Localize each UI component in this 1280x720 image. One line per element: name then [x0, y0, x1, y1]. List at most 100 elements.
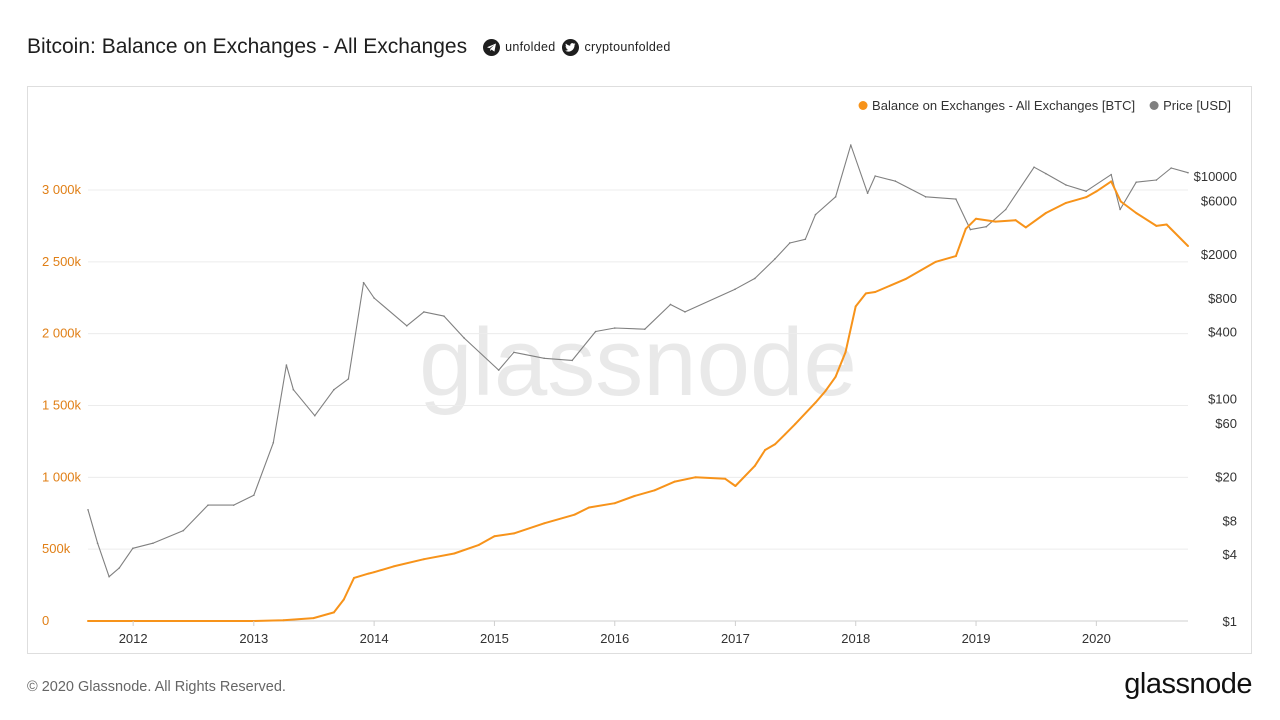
- x-axis-tick-label: 2016: [600, 631, 629, 646]
- x-axis-tick-label: 2019: [962, 631, 991, 646]
- legend-label-price: Price [USD]: [1163, 98, 1231, 113]
- watermark: glassnode: [419, 309, 857, 416]
- right-axis-tick-label: $1: [1223, 614, 1237, 629]
- x-axis-tick-label: 2020: [1082, 631, 1111, 646]
- balance-series: [87, 180, 1189, 622]
- price-point: [613, 327, 616, 329]
- price-point: [643, 328, 646, 330]
- left-axis-tick-label: 1 500k: [42, 398, 82, 413]
- balance-line: [88, 180, 1189, 622]
- price-point: [253, 494, 255, 497]
- x-axis-tick-label: 2017: [721, 631, 750, 646]
- price-point: [182, 529, 185, 532]
- balance-point: [1065, 201, 1068, 204]
- price-point: [866, 192, 869, 195]
- legend-marker-price[interactable]: [1149, 101, 1159, 110]
- right-axis-tick-label: $20: [1215, 469, 1237, 484]
- balance-point: [784, 433, 787, 436]
- balance-point: [975, 217, 978, 220]
- balance-point: [453, 552, 456, 555]
- balance-point: [1085, 196, 1088, 199]
- price-point: [313, 414, 316, 417]
- balance-point: [1095, 190, 1098, 193]
- balance-point: [753, 464, 756, 467]
- balance-point: [588, 506, 591, 509]
- price-point: [108, 575, 110, 578]
- price-point: [594, 330, 597, 333]
- balance-point: [182, 620, 185, 622]
- price-point: [969, 228, 972, 231]
- price-point: [1045, 172, 1047, 175]
- chart-panel: [27, 86, 1252, 654]
- price-point: [118, 567, 121, 569]
- header: Bitcoin: Balance on Exchanges - All Exch…: [27, 30, 678, 64]
- balance-point: [1024, 226, 1027, 229]
- legend-marker-balance[interactable]: [858, 101, 868, 110]
- price-point: [497, 369, 500, 371]
- left-axis-tick-label: 3 000k: [42, 182, 82, 197]
- price-point: [894, 180, 897, 182]
- price-point: [1187, 171, 1189, 174]
- legend-label-balance: Balance on Exchanges - All Exchanges [BT…: [872, 98, 1135, 113]
- legend: Price [USD] Balance on Exchanges - All Ex…: [858, 98, 1231, 113]
- x-axis-tick-label: 2013: [239, 631, 268, 646]
- price-point: [405, 325, 408, 327]
- balance-point: [1014, 219, 1017, 222]
- balance-point: [724, 477, 727, 480]
- balance-point: [422, 558, 425, 561]
- right-axis-tick-label: $10000: [1194, 169, 1237, 184]
- balance-point: [964, 227, 967, 230]
- price-point: [814, 213, 817, 216]
- balance-point: [512, 532, 515, 535]
- price-point: [543, 357, 546, 360]
- price-point: [1065, 184, 1067, 186]
- twitter-handle[interactable]: cryptounfolded: [584, 40, 671, 54]
- balance-point: [764, 449, 767, 452]
- price-point: [874, 175, 876, 177]
- price-point: [684, 311, 686, 313]
- balance-point: [1187, 245, 1189, 248]
- price-point: [423, 311, 425, 313]
- telegram-icon[interactable]: [483, 38, 501, 56]
- balance-point: [332, 611, 335, 614]
- right-axis-tick-label: $100: [1208, 392, 1237, 407]
- balance-point: [673, 480, 676, 483]
- footer-brand-logo[interactable]: glassnode: [1124, 668, 1252, 700]
- balance-point: [353, 576, 356, 579]
- price-point: [207, 504, 209, 506]
- price-point: [804, 238, 807, 241]
- x-axis: 2012 2013 2014 2015 2016 2017 2018 2019 2020: [119, 621, 1111, 646]
- balance-point: [794, 423, 797, 426]
- balance-point: [367, 572, 370, 575]
- price-point: [754, 277, 756, 280]
- balance-point: [734, 484, 737, 487]
- price-point: [1004, 208, 1007, 211]
- price-point: [373, 297, 375, 299]
- price-point: [333, 388, 335, 391]
- balance-point: [633, 495, 636, 498]
- balance-point: [834, 375, 837, 378]
- price-point: [985, 225, 988, 228]
- price-point: [1119, 208, 1121, 211]
- left-axis-tick-label: 0: [42, 613, 49, 628]
- twitter-icon[interactable]: [562, 38, 580, 56]
- balance-point: [1155, 224, 1158, 227]
- price-point: [232, 504, 235, 506]
- balance-point: [87, 620, 89, 622]
- price-point: [443, 315, 445, 317]
- telegram-handle[interactable]: unfolded: [505, 40, 556, 54]
- price-point: [1110, 173, 1112, 176]
- price-point: [463, 337, 465, 339]
- price-point: [734, 288, 736, 291]
- price-point: [788, 242, 791, 244]
- balance-point: [1165, 223, 1168, 226]
- balance-point: [773, 443, 776, 446]
- balance-point: [854, 305, 857, 308]
- balance-point: [392, 565, 395, 568]
- price-point: [924, 196, 927, 198]
- right-axis-tick-label: $800: [1208, 291, 1237, 306]
- balance-point: [477, 543, 480, 546]
- balance-point: [493, 535, 496, 538]
- left-axis-tick-label: 500k: [42, 541, 71, 556]
